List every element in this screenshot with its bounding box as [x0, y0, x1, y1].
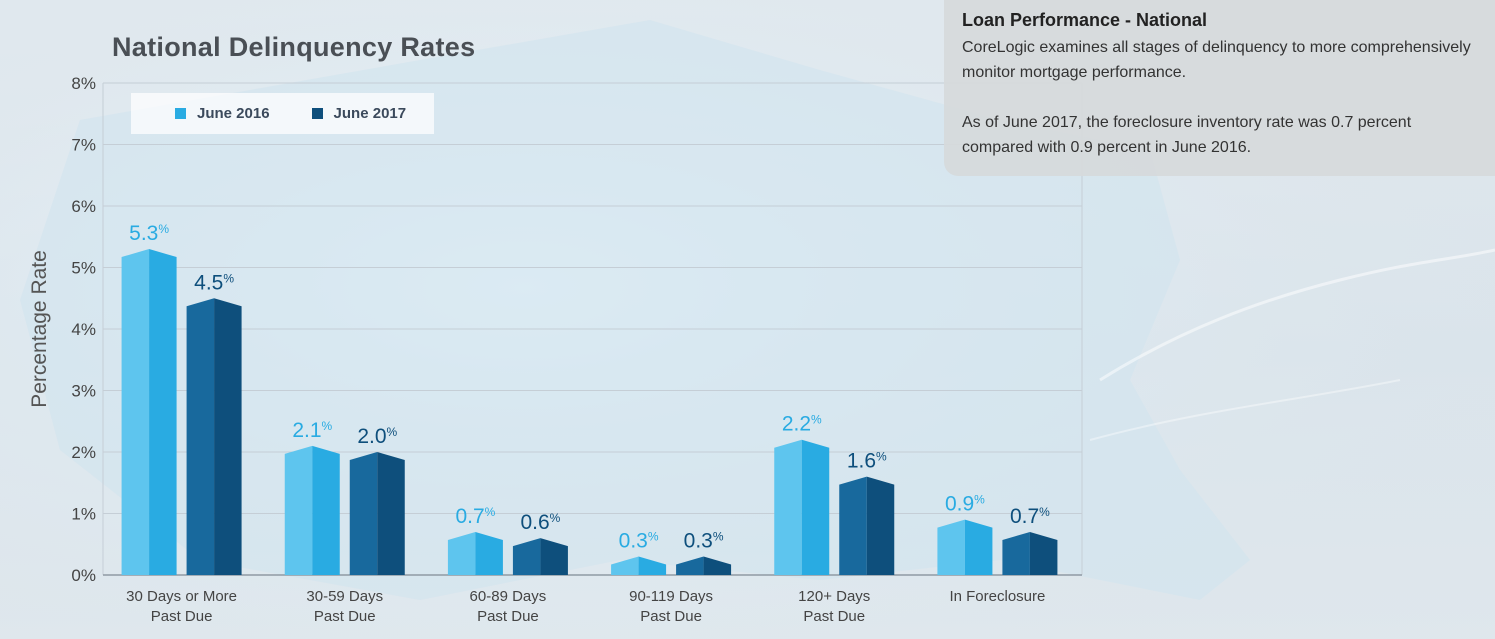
bar-2017-left-face [1002, 531, 1030, 575]
bar-2017-right-face [540, 538, 568, 575]
y-tick-label: 3% [71, 382, 96, 401]
data-label-2016: 2.2% [782, 413, 822, 436]
data-label-2016: 5.3% [129, 222, 169, 245]
x-tick-label: Past Due [803, 608, 865, 625]
legend-label-2016: June 2016 [197, 105, 270, 122]
data-label-2017: 0.6% [520, 511, 560, 534]
x-tick-label: Past Due [151, 608, 213, 625]
y-axis-label: Percentage Rate [28, 250, 51, 408]
legend-swatch-2016 [175, 108, 186, 119]
bar-2017-right-face [1029, 531, 1058, 575]
x-tick-label: 90-119 Days [629, 588, 713, 605]
bar-2016-right-face [149, 249, 177, 576]
info-panel-title: Loan Performance - National [962, 10, 1208, 30]
y-tick-label: 0% [71, 566, 96, 585]
x-tick-label: 30 Days or More [126, 588, 237, 605]
bar-2017-left-face [839, 476, 867, 575]
data-label-2017: 0.3% [684, 530, 724, 553]
bar-2017-right-face [703, 556, 732, 575]
bar-2017-left-face [349, 452, 378, 575]
legend-label-2017: June 2017 [333, 105, 407, 122]
data-label-2017: 4.5% [194, 271, 234, 294]
x-tick-label: 60-89 Days [470, 588, 547, 605]
bar-2016-left-face [774, 439, 802, 575]
x-tick-label: Past Due [314, 608, 376, 625]
bar-2016-right-face [638, 556, 667, 575]
x-tick-label: Past Due [477, 608, 539, 625]
bar-2017-left-face [676, 556, 704, 575]
x-tick-label: 120+ Days [798, 588, 870, 605]
data-label-2016: 0.3% [619, 530, 659, 553]
x-tick-label: In Foreclosure [949, 588, 1045, 605]
bar-2017-right-face [377, 452, 405, 575]
bar-2016-right-face [801, 439, 830, 575]
y-tick-label: 6% [71, 197, 96, 216]
bar-2017-right-face [866, 476, 895, 575]
data-label-2017: 1.6% [847, 450, 887, 473]
y-tick-label: 7% [71, 136, 96, 155]
legend-item-2016: June 2016 [175, 105, 270, 122]
bar-2016-right-face [312, 445, 340, 575]
bar-2016-right-face [964, 519, 993, 575]
bar-2016-left-face [447, 531, 476, 575]
info-panel-paragraph-1: CoreLogic examines all stages of delinqu… [962, 39, 1471, 81]
info-panel-paragraph-2: As of June 2017, the foreclosure invento… [962, 114, 1412, 156]
x-tick-label: 30-59 Days [306, 588, 383, 605]
chart-legend: June 2016 June 2017 [131, 93, 434, 134]
data-label-2017: 2.0% [357, 425, 397, 448]
bar-2016-left-face [121, 249, 150, 576]
y-tick-label: 1% [71, 505, 96, 524]
y-tick-label: 5% [71, 259, 96, 278]
data-label-2017: 0.7% [1010, 505, 1050, 528]
bar-2016-right-face [475, 531, 503, 575]
data-label-2016: 0.7% [455, 505, 495, 528]
bar-2017-left-face [186, 298, 215, 575]
chart-title: National Delinquency Rates [112, 32, 476, 62]
legend-item-2017: June 2017 [311, 105, 407, 122]
legend-swatch-2017 [311, 108, 323, 119]
x-tick-label: Past Due [640, 608, 702, 625]
bar-2016-left-face [937, 519, 965, 575]
data-label-2016: 2.1% [292, 419, 332, 442]
bar-2017-left-face [512, 538, 541, 575]
y-tick-label: 8% [71, 74, 96, 93]
data-label-2016: 0.9% [945, 493, 985, 516]
bar-2017-right-face [214, 298, 242, 575]
info-panel: Loan Performance - National CoreLogic ex… [944, 0, 1495, 176]
bar-2016-left-face [284, 445, 313, 575]
y-tick-label: 2% [71, 443, 96, 462]
bar-2016-left-face [611, 556, 639, 575]
y-tick-label: 4% [71, 320, 96, 339]
